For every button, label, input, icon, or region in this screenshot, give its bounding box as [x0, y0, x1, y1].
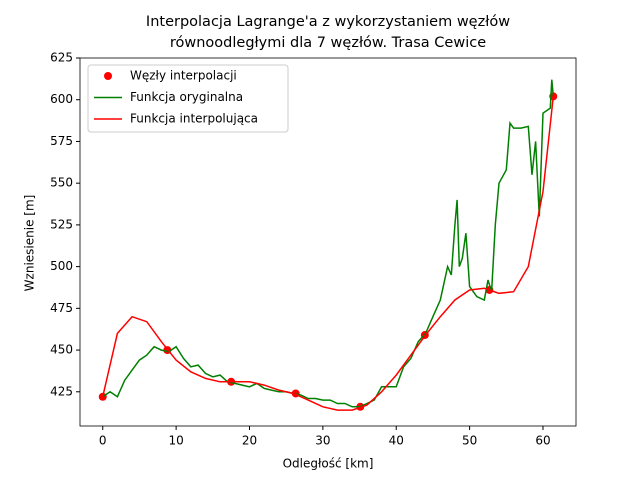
y-tick-label: 425 — [50, 384, 73, 398]
x-tick-label: 60 — [535, 434, 550, 448]
y-tick-label: 525 — [50, 217, 73, 231]
y-tick-label: 625 — [50, 51, 73, 65]
legend-box — [87, 64, 289, 133]
y-tick-label: 450 — [50, 343, 73, 357]
x-tick-label: 20 — [242, 434, 257, 448]
x-tick-label: 0 — [99, 434, 107, 448]
plot-frame — [79, 57, 577, 427]
y-axis-label: Wzniesienie [m] — [23, 195, 37, 292]
series-line — [101, 96, 555, 411]
legend-label: Funkcja interpolująca — [130, 112, 258, 126]
y-tick-label: 600 — [50, 92, 73, 106]
y-tick-label: 475 — [50, 301, 73, 315]
series-line — [102, 79, 555, 408]
x-tick-label: 40 — [389, 434, 404, 448]
y-tick-label: 575 — [50, 134, 73, 148]
chart-title: równoodległymi dla 7 węzłów. Trasa Cewic… — [170, 35, 486, 51]
x-tick-label: 50 — [462, 434, 477, 448]
y-tick-label: 500 — [50, 259, 73, 273]
x-tick-label: 10 — [168, 434, 183, 448]
chart-title: Interpolacja Lagrange'a z wykorzystaniem… — [146, 14, 510, 30]
legend-label: Funkcja oryginalna — [130, 90, 243, 104]
legend-marker — [104, 72, 112, 80]
legend-label: Węzły interpolacji — [130, 69, 237, 83]
x-axis-label: Odległość [km] — [283, 457, 374, 471]
x-tick-label: 30 — [315, 434, 330, 448]
y-tick-label: 550 — [50, 176, 73, 190]
